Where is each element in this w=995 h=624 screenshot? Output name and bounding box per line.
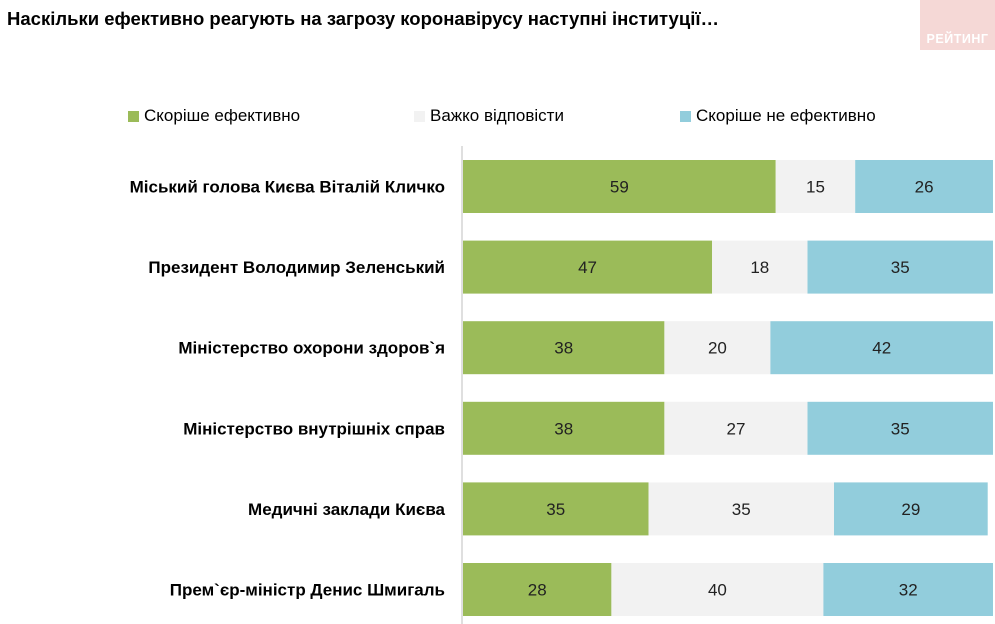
legend-item-effective: Скоріше ефективно (128, 106, 300, 126)
data-label-hard-to-say: 27 (726, 419, 745, 438)
data-label-not-effective: 35 (891, 419, 910, 438)
category-label: Міністерство внутрішніх справ (183, 419, 445, 438)
data-label-effective: 59 (610, 178, 629, 197)
bar-segment-hard-to-say (775, 160, 856, 213)
legend-label-not-effective: Скоріше не ефективно (696, 106, 876, 125)
legend-swatch-effective (128, 110, 139, 122)
data-label-hard-to-say: 18 (750, 258, 769, 277)
bar-segment-effective (463, 563, 612, 616)
bar-segment-hard-to-say (664, 401, 808, 455)
category-label: Міністерство охорони здоров`я (178, 339, 445, 358)
legend-item-hard-to-say: Важко відповісти (414, 106, 564, 126)
data-label-effective: 35 (546, 500, 565, 519)
logo-text: РЕЙТИНГ (926, 32, 989, 46)
bar-segment-effective (463, 240, 713, 294)
category-label: Міський голова Києва Віталій Кличко (130, 178, 445, 197)
category-label: Медичні заклади Києва (248, 500, 445, 519)
bar-segment-hard-to-say (611, 563, 824, 616)
chart-title: Наскільки ефективно реагують на загрозу … (7, 8, 720, 29)
legend-item-not-effective: Скоріше не ефективно (680, 106, 876, 126)
legend-swatch-hard-to-say (414, 110, 425, 122)
data-label-not-effective: 26 (915, 178, 934, 197)
data-label-hard-to-say: 40 (708, 581, 727, 600)
category-label: Прем`єр-міністр Денис Шмигаль (170, 581, 445, 600)
chart-legend: Скоріше ефективно Важко відповісти Скорі… (0, 106, 995, 130)
bar-segment-not-effective (807, 240, 993, 294)
bar-segment-not-effective (823, 563, 993, 616)
data-label-not-effective: 42 (872, 339, 891, 358)
bar-segment-hard-to-say (648, 482, 834, 536)
data-label-effective: 38 (554, 339, 573, 358)
bar-segment-effective (463, 160, 776, 213)
legend-label-hard-to-say: Важко відповісти (430, 106, 564, 125)
data-label-hard-to-say: 15 (806, 178, 825, 197)
category-label: Президент Володимир Зеленський (148, 258, 445, 277)
legend-label-effective: Скоріше ефективно (144, 106, 301, 125)
data-label-hard-to-say: 35 (732, 500, 751, 519)
bar-segment-not-effective (807, 401, 993, 455)
bar-segment-effective (463, 321, 665, 375)
data-label-effective: 38 (554, 419, 573, 438)
bar-segment-not-effective (855, 160, 993, 213)
bar-segment-not-effective (834, 482, 988, 536)
bar-segment-effective (463, 401, 665, 455)
legend-swatch-not-effective (680, 110, 691, 122)
bar-segment-effective (463, 482, 649, 536)
data-label-effective: 47 (578, 258, 597, 277)
bar-segment-not-effective (770, 321, 993, 375)
bar-segment-hard-to-say (664, 321, 771, 375)
data-label-hard-to-say: 20 (708, 339, 727, 358)
bar-segment-hard-to-say (712, 240, 808, 294)
data-label-not-effective: 29 (901, 500, 920, 519)
data-label-effective: 28 (528, 581, 547, 600)
rating-logo: РЕЙТИНГ (920, 0, 995, 50)
data-label-not-effective: 32 (899, 581, 918, 600)
data-label-not-effective: 35 (891, 258, 910, 277)
